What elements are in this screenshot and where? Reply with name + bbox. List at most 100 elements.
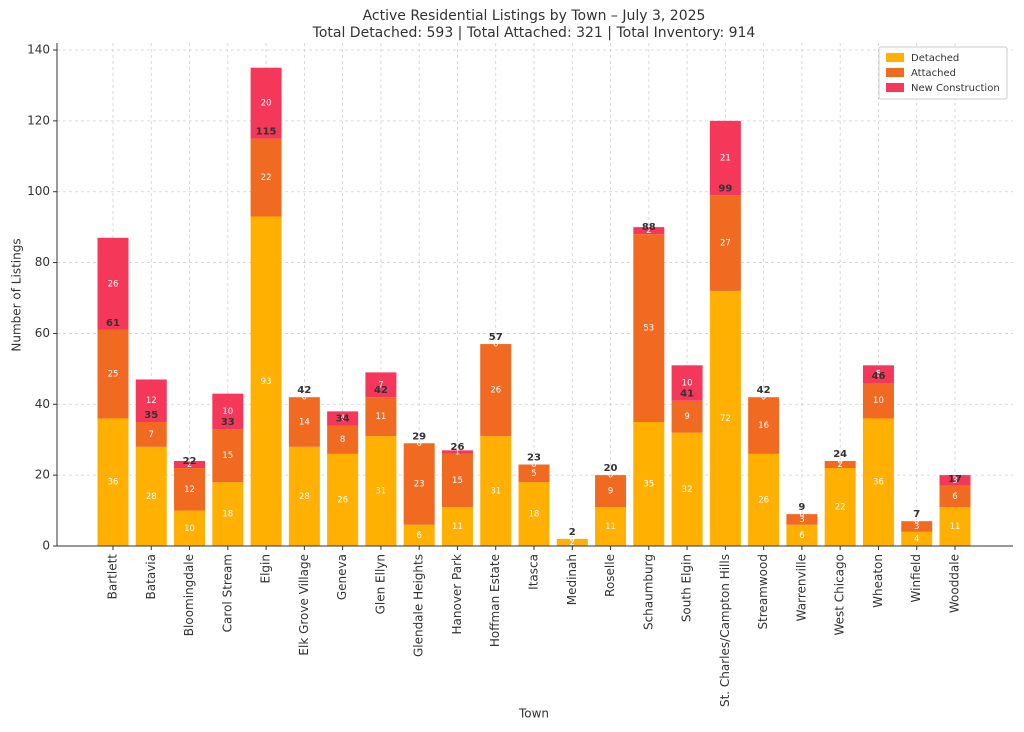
x-tick-label: West Chicago — [833, 554, 847, 636]
bar-segment — [174, 510, 206, 546]
segment-label: 0 — [531, 460, 536, 470]
total-label: 24 — [833, 449, 847, 460]
x-tick-label: Elgin — [259, 554, 273, 583]
bar-segment — [748, 453, 780, 546]
bar-segment — [595, 507, 627, 546]
x-tick-label: St. Charles/Campton Hills — [718, 554, 732, 707]
bar-segment — [174, 460, 206, 469]
segment-label: 18 — [222, 510, 233, 520]
y-axis-label: Number of Listings — [10, 238, 24, 351]
x-tick-label: Elk Grove Village — [297, 554, 311, 656]
segment-label: 0 — [837, 456, 842, 466]
y-tick-label: 80 — [35, 255, 50, 269]
segment-label: 2 — [646, 226, 651, 236]
segment-label: 28 — [299, 492, 310, 502]
segment-label: 0 — [608, 471, 613, 481]
segment-label: 6 — [416, 531, 421, 541]
legend-label: New Construction — [911, 83, 1000, 94]
bar-segment — [939, 475, 971, 486]
segment-label: 2 — [837, 460, 842, 470]
total-label: 22 — [183, 456, 197, 467]
x-tick-label: Streamwood — [756, 554, 770, 630]
x-tick-label: Hoffman Estate — [488, 554, 502, 647]
bar-segment — [250, 138, 282, 217]
total-label: 57 — [489, 332, 503, 343]
segment-label: 36 — [873, 478, 884, 488]
bar-segment — [862, 365, 894, 384]
y-tick-label: 0 — [42, 539, 50, 553]
total-label: 2 — [569, 527, 576, 538]
x-tick-label: Wheaton — [871, 554, 885, 608]
segment-label: 6 — [952, 492, 957, 502]
segment-label: 5 — [876, 370, 881, 380]
segment-label: 8 — [340, 435, 345, 445]
y-tick-label: 140 — [27, 43, 50, 57]
x-tick-label: Winfield — [909, 554, 923, 602]
x-tick-label: Batavia — [144, 554, 158, 599]
segment-label: 10 — [184, 524, 195, 534]
bar-segment — [212, 482, 244, 546]
bar-segment — [288, 446, 320, 546]
segment-label: 7 — [378, 380, 383, 390]
segment-label: 4 — [914, 534, 919, 544]
segment-label: 0 — [914, 517, 919, 527]
segment-label: 26 — [758, 495, 769, 505]
bar-segment — [441, 507, 473, 546]
segment-label: 0 — [799, 510, 804, 520]
segment-label: 14 — [299, 418, 310, 428]
segment-label: 26 — [108, 279, 119, 289]
y-tick-label: 20 — [35, 468, 50, 482]
bar-segment — [556, 538, 588, 546]
bar-segment — [518, 464, 550, 483]
bar-segment — [786, 524, 818, 546]
bar-segment — [365, 372, 397, 398]
bar-segment — [174, 468, 206, 511]
legend-swatch — [886, 83, 904, 92]
segment-label: 18 — [529, 510, 540, 520]
total-label: 35 — [144, 410, 158, 421]
segment-label: 11 — [375, 412, 386, 422]
x-tick-label: Schaumburg — [641, 554, 655, 630]
bar-segment — [480, 344, 512, 437]
y-tick-label: 40 — [35, 397, 50, 411]
bar-segment — [327, 453, 359, 546]
bar-segment — [901, 531, 933, 546]
x-tick-label: Wooddale — [948, 554, 962, 613]
segment-label: 5 — [531, 469, 536, 479]
bar-segment — [365, 436, 397, 546]
bar-segment — [135, 379, 167, 422]
bar-segment — [709, 120, 741, 196]
total-label: 46 — [871, 371, 885, 382]
segment-label: 0 — [761, 393, 766, 403]
segment-label: 0 — [416, 439, 421, 449]
bar-segment — [901, 521, 933, 532]
bar-segment — [212, 393, 244, 430]
segment-label: 3 — [914, 522, 919, 532]
x-tick-label: South Elgin — [680, 554, 694, 622]
segment-label: 10 — [873, 396, 884, 406]
legend-label: Attached — [911, 68, 956, 79]
segment-label: 0 — [493, 340, 498, 350]
x-tick-label: Warrenville — [794, 554, 808, 621]
segment-label: 3 — [952, 476, 957, 486]
segment-label: 0 — [570, 534, 575, 544]
bar-segment — [250, 67, 282, 139]
bar-segment — [97, 237, 129, 330]
segment-label: 26 — [490, 386, 501, 396]
x-tick-label: Bloomingdale — [182, 554, 196, 636]
bar-segment — [97, 418, 129, 546]
bar-segment — [441, 450, 473, 454]
total-label: 9 — [798, 502, 805, 513]
total-label: 29 — [412, 431, 426, 442]
bar-segment — [671, 432, 703, 546]
segment-label: 23 — [414, 480, 425, 490]
bar-segment — [862, 383, 894, 419]
segment-label: 31 — [490, 487, 501, 497]
segment-label: 22 — [261, 173, 272, 183]
segment-label: 26 — [337, 495, 348, 505]
segment-label: 25 — [108, 370, 119, 380]
segment-label: 36 — [108, 478, 119, 488]
x-tick-label: Bartlett — [106, 554, 120, 600]
segment-label: 15 — [452, 476, 463, 486]
bar-segment — [671, 400, 703, 433]
